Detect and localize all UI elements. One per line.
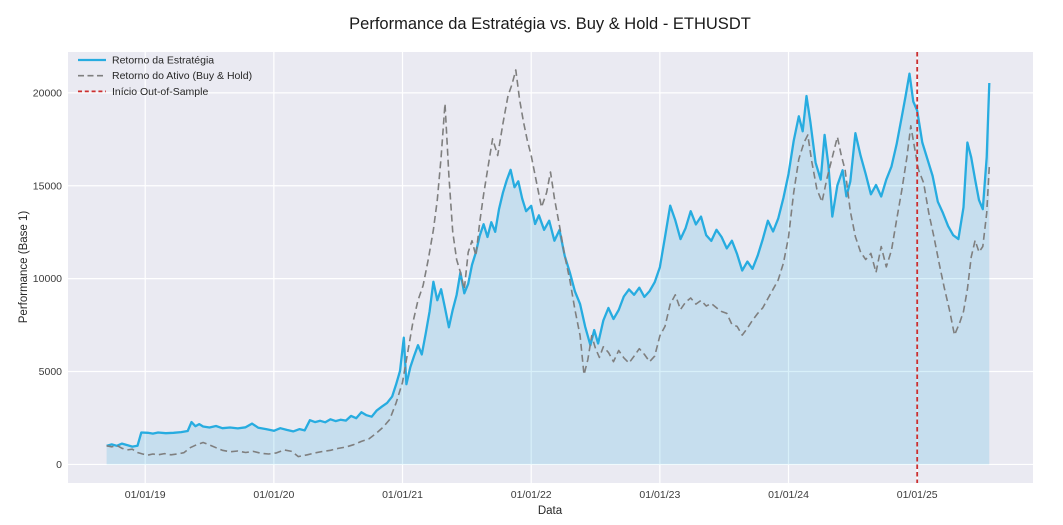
legend-item-strategy-label: Retorno da Estratégia: [112, 55, 214, 67]
legend-item-oos-label: Início Out-of-Sample: [112, 86, 208, 98]
y-tick-label: 20000: [33, 87, 62, 99]
x-tick-label: 01/01/22: [511, 489, 552, 501]
x-axis-label: Data: [538, 505, 563, 517]
x-tick-label: 01/01/21: [382, 489, 423, 501]
legend: Retorno da Estratégia Retorno do Ativo (B…: [78, 55, 252, 98]
x-tick-label: 01/01/19: [125, 489, 166, 501]
y-tick-label: 15000: [33, 180, 62, 192]
x-tick-label: 01/01/23: [639, 489, 680, 501]
y-tick-label: 10000: [33, 273, 62, 285]
y-tick-label: 0: [56, 459, 62, 471]
y-axis-label: Performance (Base 1): [18, 211, 30, 324]
legend-item-oos: Início Out-of-Sample: [78, 86, 208, 98]
asset-line: [106, 69, 991, 458]
legend-item-asset: Retorno do Ativo (Buy & Hold): [78, 70, 252, 82]
x-tick-label: 01/01/24: [768, 489, 809, 501]
plot-background: [68, 52, 1033, 483]
strategy-line: [106, 72, 991, 448]
x-tick-label: 01/01/20: [253, 489, 294, 501]
x-tick-label: 01/01/25: [897, 489, 938, 501]
strategy-fill-area: [106, 73, 990, 465]
legend-item-asset-label: Retorno do Ativo (Buy & Hold): [112, 70, 252, 82]
y-tick-label: 5000: [39, 366, 63, 378]
legend-item-strategy: Retorno da Estratégia: [78, 55, 214, 67]
chart-title: Performance da Estratégia vs. Buy & Hold…: [349, 15, 751, 33]
